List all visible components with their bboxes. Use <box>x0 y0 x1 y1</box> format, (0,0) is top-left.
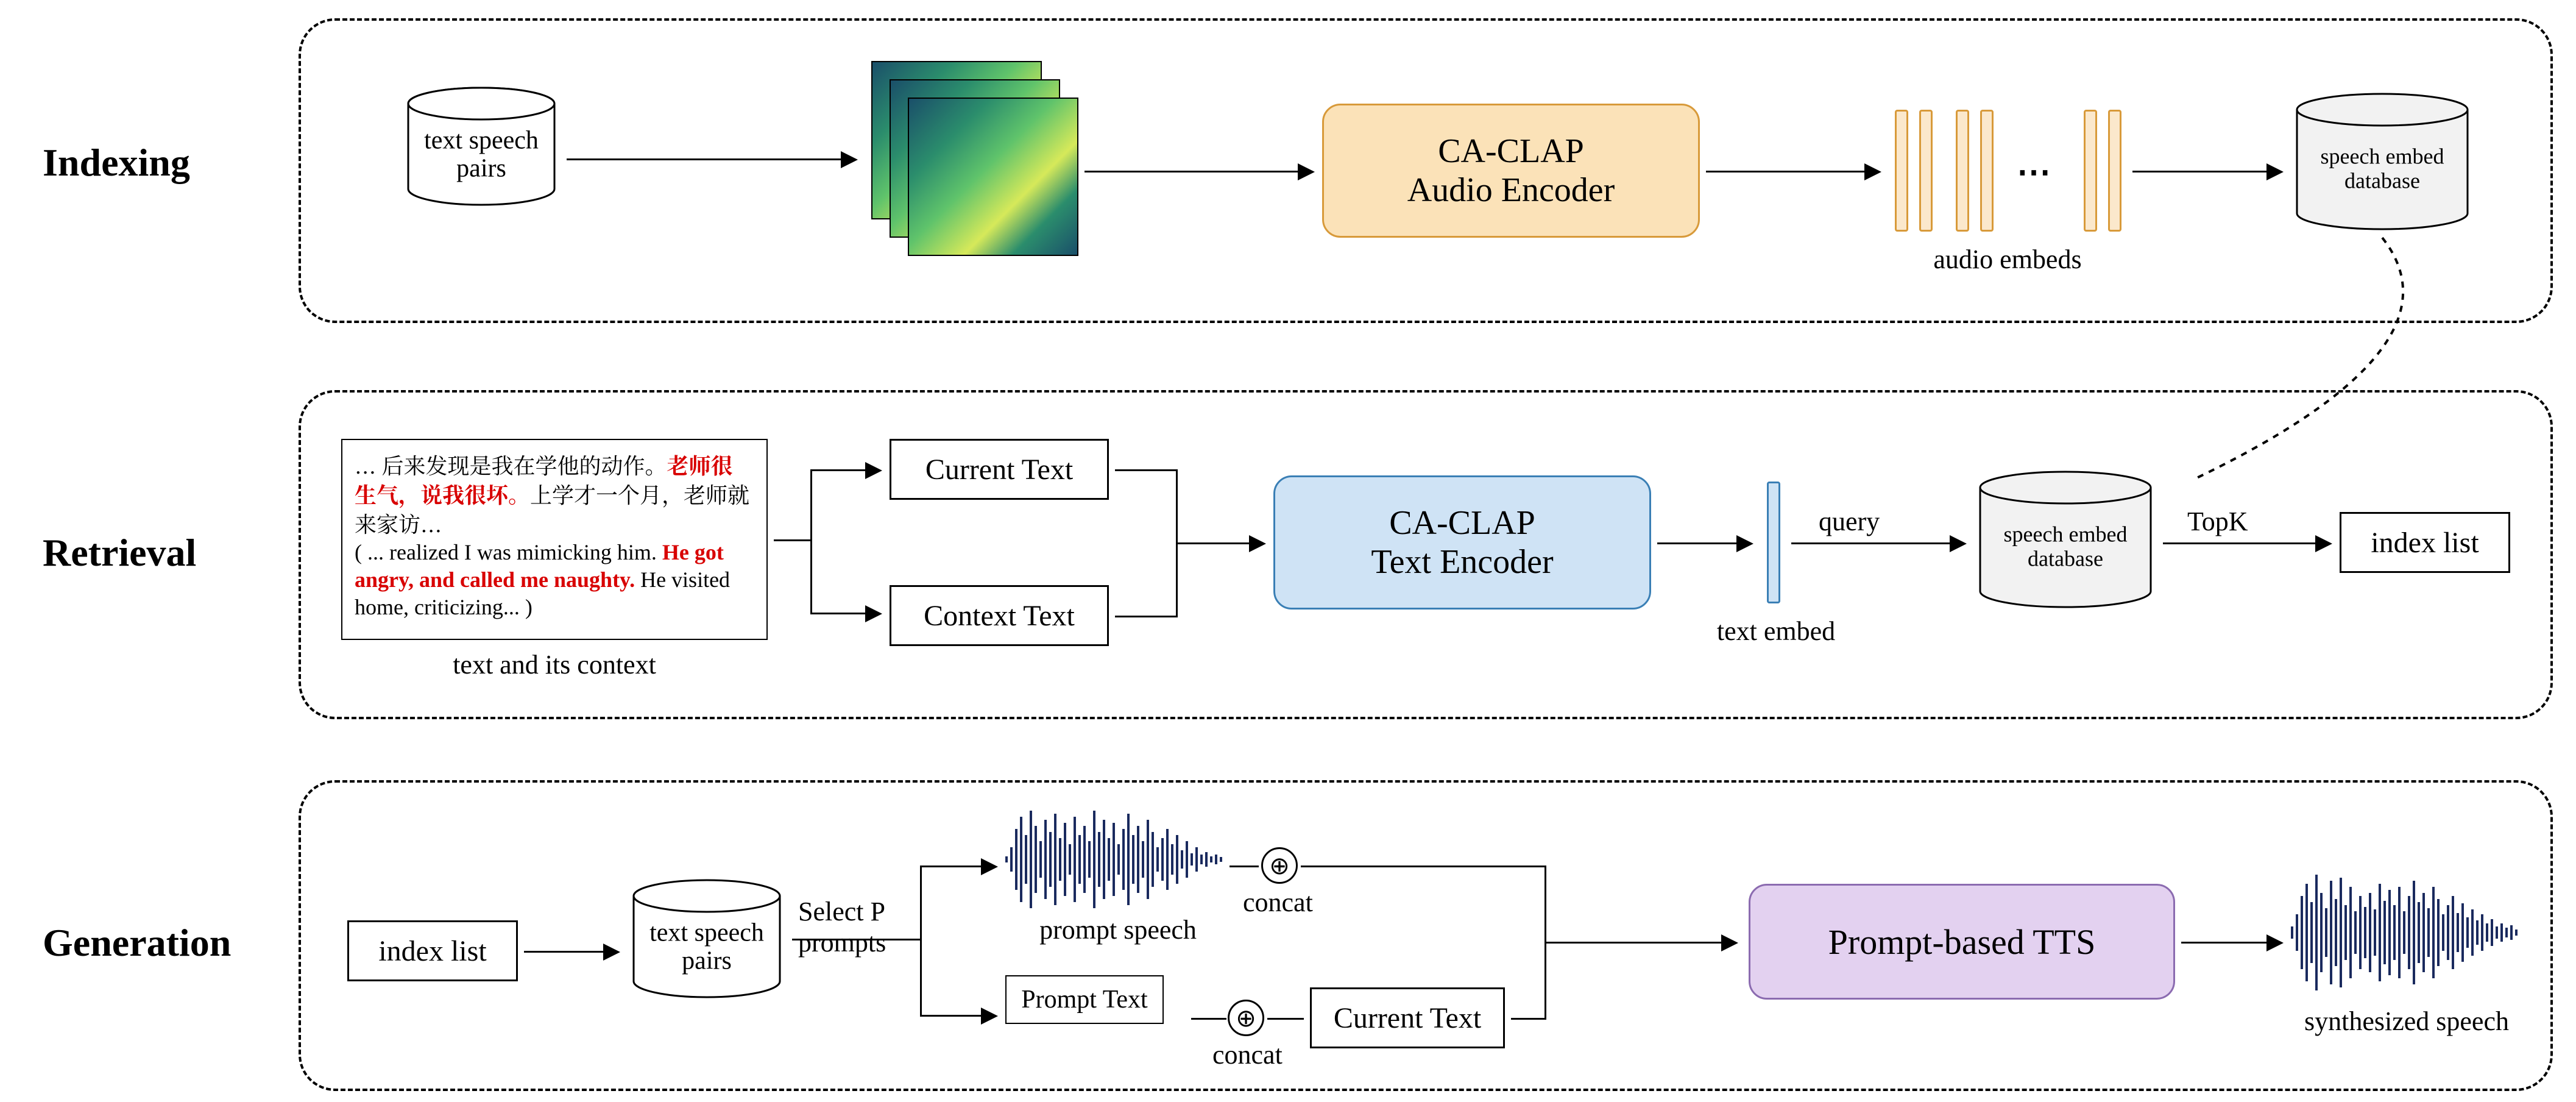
select-p-label: Select P prompts <box>798 896 920 958</box>
arrow-line <box>1301 866 1545 867</box>
concat-label: concat <box>1243 887 1313 918</box>
split-line <box>920 866 922 1015</box>
arrow-line <box>1191 1018 1226 1020</box>
prompt-speech-label: prompt speech <box>1030 914 1206 945</box>
embed-bar <box>1980 110 1994 232</box>
arrow-line <box>1115 616 1176 617</box>
arrow-line <box>1085 171 1298 172</box>
stage-label-generation: Generation <box>43 920 231 965</box>
cn-pre: ... 后来发现是我在学他的动作。 <box>355 449 667 480</box>
embed-bar <box>2108 110 2121 232</box>
arrow-line <box>1176 542 1249 544</box>
db-speech-embed: speech embed database <box>2291 91 2474 232</box>
synthesized-waveform <box>2291 866 2522 1000</box>
prompt-text-stack: Prompt Text <box>1005 975 1188 1048</box>
arrow-head-icon <box>1249 535 1266 552</box>
db-pairs-label: text speech pairs <box>402 127 561 183</box>
arrow-head-icon <box>2266 934 2284 951</box>
arrow-head-icon <box>841 151 858 168</box>
arrow-line <box>810 613 865 614</box>
audio-embeds-label: audio embeds <box>1901 244 2114 275</box>
arrow-line <box>1791 542 1950 544</box>
arrow-head-icon <box>1950 535 1967 552</box>
en-pre: ( ... realized I was mimicking him. <box>355 540 662 564</box>
index-list-box: index list <box>2340 512 2510 573</box>
arrow-head-icon <box>2266 163 2284 180</box>
arrow-head-icon <box>981 858 998 875</box>
db-text-speech-pairs: text speech pairs <box>402 85 561 207</box>
arrow-line <box>2163 542 2315 544</box>
prompt-speech-waveform <box>1005 805 1225 914</box>
arrow-line <box>567 158 841 160</box>
concat-icon: ⊕ <box>1228 1000 1264 1036</box>
ca-clap-text-encoder: CA-CLAP Text Encoder <box>1273 475 1651 610</box>
arrow-head-icon <box>865 605 882 622</box>
embed-bar <box>1919 110 1933 232</box>
synth-speech-label: synthesized speech <box>2285 1006 2528 1037</box>
db-text-speech-pairs-gen: text speech pairs <box>628 878 786 1000</box>
arrow-line <box>920 866 981 867</box>
ellipsis: ⋯ <box>2017 152 2057 192</box>
concat-icon: ⊕ <box>1261 847 1298 884</box>
arrow-line <box>1115 469 1176 471</box>
concat-label-bottom: concat <box>1212 1039 1283 1070</box>
embed-bar <box>1956 110 1969 232</box>
arrow-head-icon <box>1721 934 1738 951</box>
arrow-head-icon <box>2315 535 2332 552</box>
arrow-head-icon <box>981 1008 998 1025</box>
db-pairs-gen-label: text speech pairs <box>628 919 786 975</box>
arrow-line <box>1230 866 1259 867</box>
db-speech-embed-retrieval: speech embed database <box>1974 469 2157 610</box>
context-text-box: ... 后来发现是我在学他的动作。老师很生气，说我很坏。上学才一个月，老师就来家… <box>341 439 768 640</box>
spectrogram <box>908 98 1078 256</box>
gen-index-list-box: index list <box>347 920 518 981</box>
arrow-head-icon <box>603 944 620 961</box>
arrow-line <box>1657 542 1736 544</box>
arrow-line <box>810 469 865 471</box>
arrow-head-icon <box>1736 535 1753 552</box>
arrow-line <box>1267 1018 1304 1020</box>
context-caption: text and its context <box>426 649 682 680</box>
current-text-box: Current Text <box>890 439 1109 500</box>
topk-label: TopK <box>2187 506 2248 537</box>
gen-current-text-box: Current Text <box>1310 987 1505 1048</box>
arrow-head-icon <box>865 462 882 479</box>
stage-label-retrieval: Retrieval <box>43 530 196 575</box>
arrow-line <box>774 539 810 541</box>
stage-label-indexing: Indexing <box>43 140 190 185</box>
embed-bar <box>2084 110 2097 232</box>
text-embed-bar <box>1767 482 1780 603</box>
arrow-line <box>524 951 603 953</box>
arrow-head-icon <box>1298 163 1315 180</box>
arrow-line <box>1511 1018 1545 1020</box>
arrow-line <box>1545 942 1721 944</box>
prompt-based-tts: Prompt-based TTS <box>1749 884 2175 1000</box>
split-line <box>810 469 812 613</box>
arrow-line <box>1706 171 1864 172</box>
arrow-head-icon <box>1864 163 1881 180</box>
prompt-text-label-rect: Prompt Text <box>1005 975 1164 1024</box>
db-speech-embed-label: speech embed database <box>2291 144 2474 193</box>
context-text-label-box: Context Text <box>890 585 1109 646</box>
arrow-line <box>920 1015 981 1017</box>
query-label: query <box>1819 506 1880 537</box>
db-speech-embed-label: speech embed database <box>1974 522 2157 571</box>
text-embed-label: text embed <box>1706 616 1846 647</box>
embed-bar <box>1895 110 1908 232</box>
arrow-line <box>2132 171 2266 172</box>
ca-clap-audio-encoder: CA-CLAP Audio Encoder <box>1322 104 1700 238</box>
arrow-line <box>2181 942 2266 944</box>
